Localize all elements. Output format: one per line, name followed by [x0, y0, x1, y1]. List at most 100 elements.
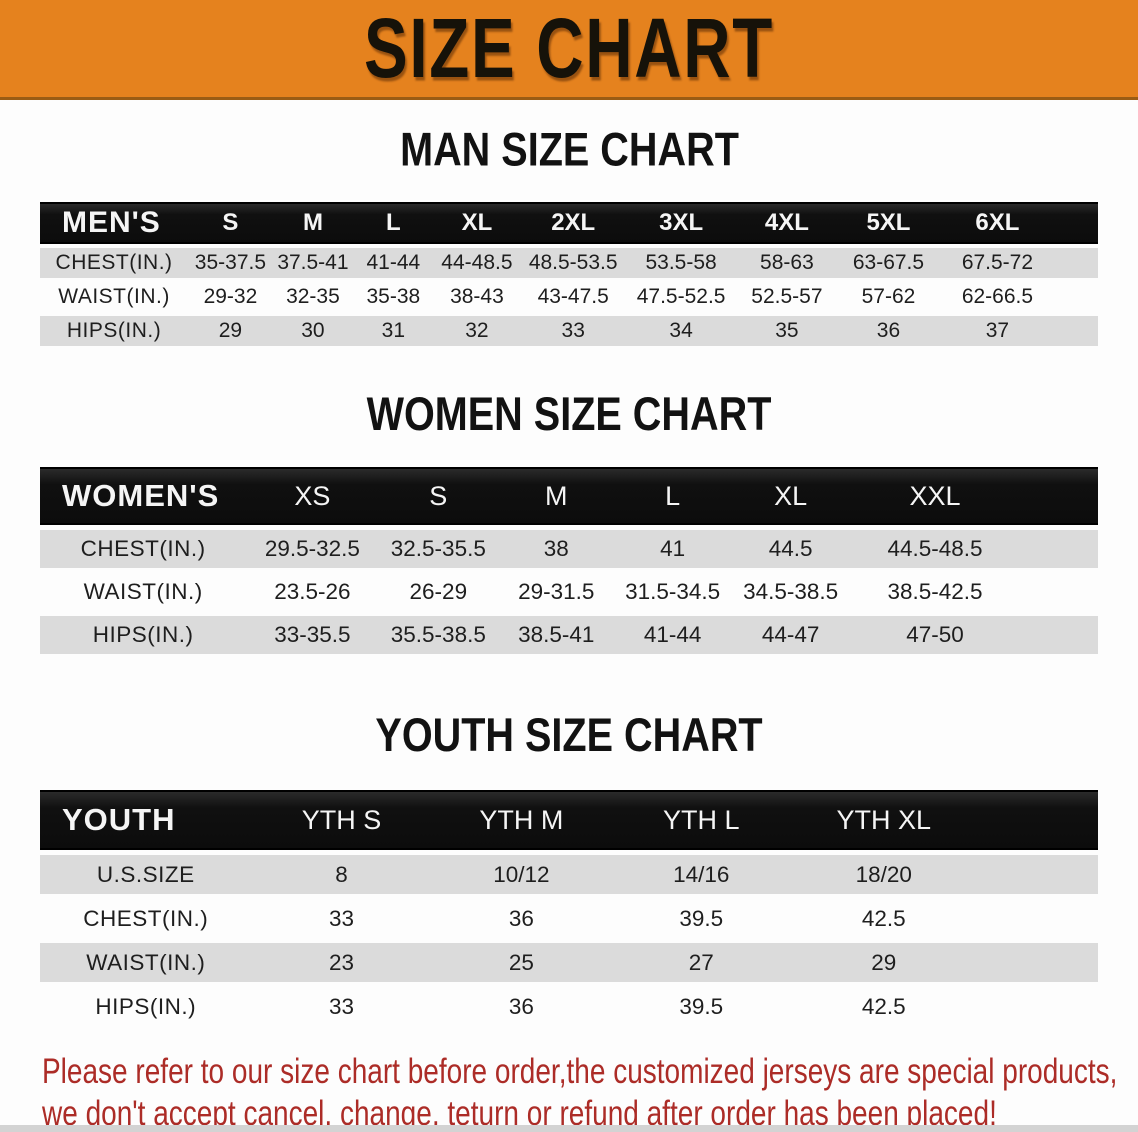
table-corner-label: WOMEN'S	[40, 467, 247, 525]
size-column-header: YTH M	[431, 790, 612, 850]
size-value: 25	[431, 943, 612, 982]
size-value: 38.5-42.5	[850, 573, 1020, 611]
size-value: 44.5	[730, 530, 851, 568]
size-value: 23.5-26	[246, 573, 379, 611]
filler-cell	[976, 790, 1098, 850]
disclaimer-text: Please refer to our size chart before or…	[42, 1051, 1138, 1132]
size-value: 47.5-52.5	[626, 282, 737, 312]
size-value: 33	[520, 316, 627, 346]
size-value: 14/16	[611, 855, 792, 894]
size-column-header: XL	[730, 467, 851, 525]
measurement-label: U.S.SIZE	[40, 855, 252, 894]
size-column-header: 2XL	[520, 202, 627, 244]
mens-size-table: MEN'S S M L XL 2XL 3XL 4XL 5XL 6XL CHEST(IN.) 35-37…	[40, 198, 1098, 350]
measurement-label: WAIST(IN.)	[40, 573, 247, 611]
size-value: 58-63	[736, 248, 838, 278]
size-value: 38	[498, 530, 615, 568]
women-size-chart-title: WOMEN SIZE CHART	[366, 386, 772, 441]
size-value: 63-67.5	[837, 248, 940, 278]
size-column-header: L	[353, 202, 434, 244]
size-column-header: L	[614, 467, 731, 525]
table-row: HIPS(IN.) 29 30 31 32 33 34 35 36 37	[40, 316, 1098, 346]
banner-title: SIZE CHART	[364, 0, 774, 96]
size-column-header: M	[498, 467, 615, 525]
size-value: 33	[251, 899, 432, 938]
table-header-row: YOUTH YTH S YTH M YTH L YTH XL	[40, 790, 1098, 850]
table-corner-label: YOUTH	[40, 790, 252, 850]
size-column-header: S	[378, 467, 499, 525]
size-value: 67.5-72	[939, 248, 1056, 278]
filler-cell	[976, 987, 1098, 1026]
table-row: CHEST(IN.) 35-37.5 37.5-41 41-44 44-48.5 48.5…	[40, 248, 1098, 278]
size-column-header: YTH S	[251, 790, 432, 850]
table-row: CHEST(IN.) 33 36 39.5 42.5	[40, 899, 1098, 938]
size-value: 44.5-48.5	[850, 530, 1020, 568]
size-value: 36	[431, 899, 612, 938]
size-value: 36	[837, 316, 940, 346]
filler-cell	[1055, 202, 1098, 244]
youth-size-table: YOUTH YTH S YTH M YTH L YTH XL U.S.SIZE 8 10/12…	[40, 785, 1098, 1031]
size-value: 29.5-32.5	[246, 530, 379, 568]
size-value: 35	[736, 316, 838, 346]
size-value: 8	[251, 855, 432, 894]
youth-section-heading: YOUTH SIZE CHART	[0, 708, 1138, 762]
measurement-label: WAIST(IN.)	[40, 943, 252, 982]
size-value: 33-35.5	[246, 616, 379, 654]
table-row: HIPS(IN.) 33 36 39.5 42.5	[40, 987, 1098, 1026]
disclaimer-line-1: Please refer to our size chart before or…	[42, 1052, 1118, 1091]
table-row: HIPS(IN.) 33-35.5 35.5-38.5 38.5-41 41-44 44-…	[40, 616, 1098, 654]
table-row: WAIST(IN.) 23.5-26 26-29 29-31.5 31.5-34.5 34…	[40, 573, 1098, 611]
womens-size-table: WOMEN'S XS S M L XL XXL CHEST(IN.) 29.5-32.5 32.5…	[40, 462, 1098, 659]
filler-cell	[1019, 467, 1098, 525]
size-value: 44-47	[730, 616, 851, 654]
size-column-header: 4XL	[736, 202, 838, 244]
size-value: 52.5-57	[736, 282, 838, 312]
size-value: 35-37.5	[188, 248, 273, 278]
size-value: 27	[611, 943, 792, 982]
measurement-label: CHEST(IN.)	[40, 530, 247, 568]
size-value: 48.5-53.5	[520, 248, 627, 278]
size-value: 32.5-35.5	[378, 530, 499, 568]
size-value: 42.5	[791, 987, 977, 1026]
table-row: U.S.SIZE 8 10/12 14/16 18/20	[40, 855, 1098, 894]
man-section-heading: MAN SIZE CHART	[0, 123, 1138, 177]
size-value: 31.5-34.5	[614, 573, 731, 611]
measurement-label: CHEST(IN.)	[40, 248, 189, 278]
size-value: 36	[431, 987, 612, 1026]
measurement-label: WAIST(IN.)	[40, 282, 189, 312]
size-value: 29-31.5	[498, 573, 615, 611]
size-column-header: 5XL	[837, 202, 940, 244]
size-value: 30	[272, 316, 354, 346]
size-value: 62-66.5	[939, 282, 1056, 312]
filler-cell	[976, 943, 1098, 982]
size-value: 37.5-41	[272, 248, 354, 278]
size-value: 41	[614, 530, 731, 568]
filler-cell	[1055, 316, 1098, 346]
size-value: 26-29	[378, 573, 499, 611]
size-value: 38.5-41	[498, 616, 615, 654]
size-value: 44-48.5	[433, 248, 521, 278]
filler-cell	[976, 855, 1098, 894]
filler-cell	[1019, 573, 1098, 611]
size-value: 29	[791, 943, 977, 982]
size-value: 34	[626, 316, 737, 346]
size-value: 35-38	[353, 282, 434, 312]
size-value: 47-50	[850, 616, 1020, 654]
mens-table-wrap: MEN'S S M L XL 2XL 3XL 4XL 5XL 6XL CHEST(IN.) 35-37…	[40, 198, 1098, 350]
size-value: 31	[353, 316, 434, 346]
size-column-header: 6XL	[939, 202, 1056, 244]
size-chart-banner: SIZE CHART	[0, 0, 1138, 100]
table-header-row: WOMEN'S XS S M L XL XXL	[40, 467, 1098, 525]
size-value: 39.5	[611, 987, 792, 1026]
size-value: 23	[251, 943, 432, 982]
size-column-header: XXL	[850, 467, 1020, 525]
size-value: 29-32	[188, 282, 273, 312]
size-value: 10/12	[431, 855, 612, 894]
size-column-header: S	[188, 202, 273, 244]
size-value: 32	[433, 316, 521, 346]
bottom-edge-strip	[0, 1125, 1138, 1132]
size-column-header: M	[272, 202, 354, 244]
size-column-header: XL	[433, 202, 521, 244]
measurement-label: HIPS(IN.)	[40, 316, 189, 346]
filler-cell	[976, 899, 1098, 938]
